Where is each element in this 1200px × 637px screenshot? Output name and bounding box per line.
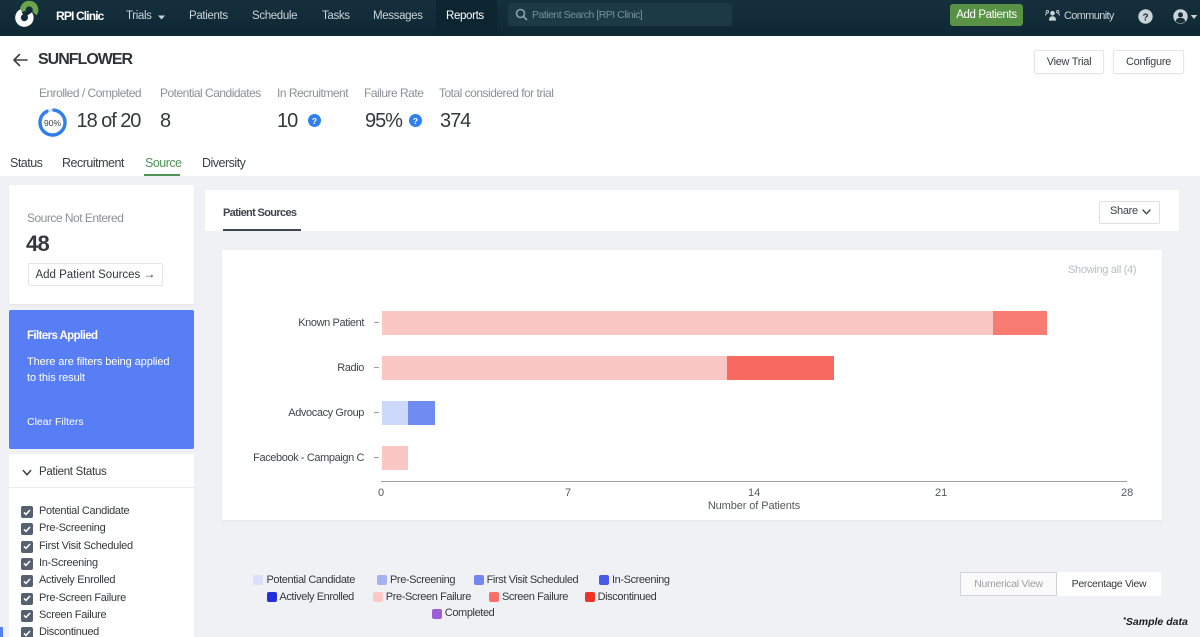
svg-text:?: ?	[311, 116, 316, 126]
svg-text:?: ?	[1142, 12, 1148, 23]
svg-text:90%: 90%	[44, 118, 61, 128]
svg-text:?: ?	[412, 116, 417, 126]
